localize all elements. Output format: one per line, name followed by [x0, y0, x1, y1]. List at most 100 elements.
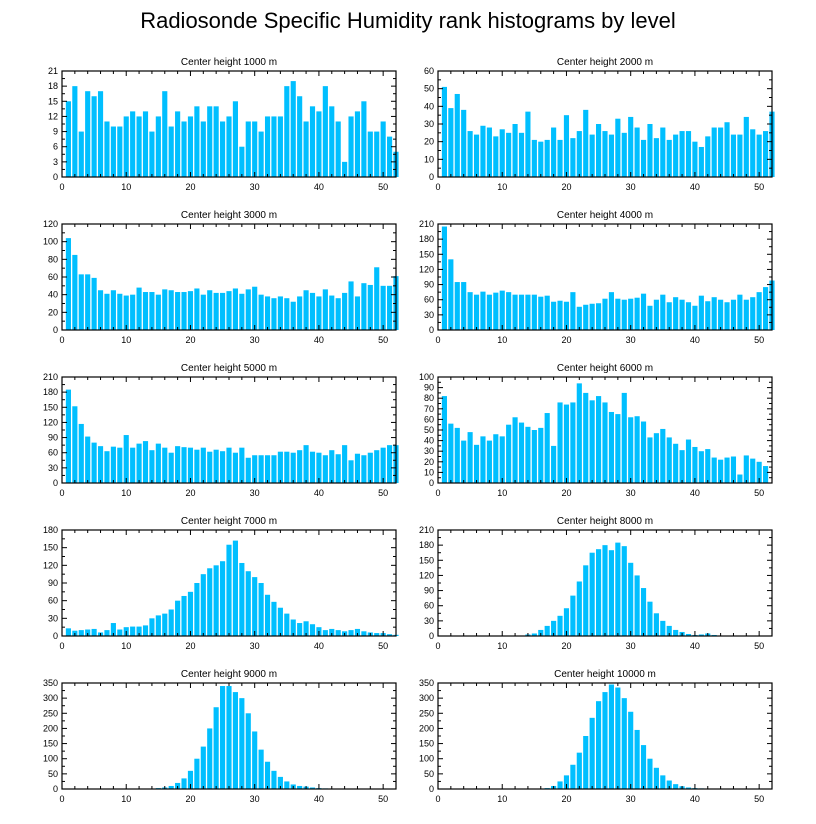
panel-7-bar-32: [264, 594, 271, 636]
panel-1-bar-51: [387, 136, 393, 177]
panel-8-bar-33: [647, 601, 653, 636]
panel-9-xtick-label: 0: [59, 794, 64, 804]
panel-9-bar-24: [213, 707, 219, 789]
panel-8-ytick-label: 60: [424, 601, 434, 611]
panel-5-bar-23: [207, 451, 213, 483]
panel-7-bar-4: [85, 629, 91, 636]
panel-7-bar-30: [252, 577, 258, 636]
panel-6-bar-43: [711, 457, 717, 483]
panel-6-bar-9: [493, 434, 499, 483]
panel-7-bar-3: [78, 630, 84, 636]
panel-1-ytick-label: 9: [53, 127, 58, 137]
panel-4-bar-5: [467, 292, 473, 330]
panel-4-bar-19: [557, 300, 563, 330]
panel-5-bar-14: [149, 450, 155, 483]
panel-8-ytick-label: 90: [424, 586, 434, 596]
panel-6-ytick-label: 60: [424, 414, 434, 424]
panel-10-ytick-label: 0: [429, 784, 434, 794]
panel-1-ytick-label: 0: [53, 172, 58, 182]
panel-4-bar-10: [499, 290, 505, 330]
panel-5-bar-45: [348, 460, 354, 483]
panel-6-bar-51: [763, 466, 769, 483]
panel-5-bar-48: [367, 452, 373, 483]
panel-7-bar-33: [271, 601, 277, 636]
panel-3-bar-14: [149, 292, 155, 330]
panel-1-ytick-label: 3: [53, 157, 58, 167]
panel-3-ytick-label: 20: [48, 307, 58, 317]
panel-2-bar-41: [698, 146, 704, 177]
panel-2-ytick-label: 30: [424, 119, 434, 129]
panel-3-bar-11: [130, 294, 136, 330]
panel-4-bar-36: [666, 302, 672, 330]
panel-8-bar-20: [563, 608, 570, 636]
panel-5-bar-38: [303, 445, 309, 483]
panel-8-bar-19: [557, 615, 563, 636]
panel-1-bar-47: [361, 101, 367, 177]
panel-3-bar-6: [97, 290, 104, 330]
panel-1-bar-41: [322, 86, 328, 177]
panel-4-bar-23: [583, 304, 589, 330]
panel-1-xtick-label: 10: [121, 182, 131, 192]
panel-1-bar-17: [168, 126, 174, 177]
panel-6-bar-42: [705, 449, 711, 483]
panel-10-xtick-label: 50: [754, 794, 764, 804]
panel-2-bar-40: [692, 141, 698, 177]
panel-6-xtick-label: 20: [561, 488, 571, 498]
panel-6-bar-5: [467, 432, 473, 483]
panel-3-bar-50: [380, 285, 386, 330]
panel-9-ytick-label: 50: [48, 769, 58, 779]
panel-4-bar-43: [711, 297, 717, 330]
panel-5-ytick-label: 60: [48, 448, 58, 458]
panel-2-bar-35: [660, 127, 666, 177]
panel-4-xtick-label: 10: [497, 335, 507, 345]
panel-8-bar-31: [634, 575, 640, 636]
panel-7-bar-12: [136, 626, 142, 636]
panel-3-xtick-label: 40: [314, 335, 324, 345]
panel-1-bar-37: [297, 96, 303, 177]
panel-6-bar-26: [602, 402, 608, 483]
panel-1-bar-6: [97, 91, 104, 177]
panel-3-bar-27: [232, 288, 238, 330]
panel-4-ytick-label: 60: [424, 295, 434, 305]
panel-8-bar-22: [576, 581, 582, 636]
panel-10-ytick-label: 250: [419, 708, 434, 718]
panel-5-bar-30: [252, 455, 258, 483]
panel-4-bar-20: [563, 301, 570, 330]
panel-3-ytick-label: 120: [43, 219, 58, 229]
panel-8-bar-37: [673, 629, 679, 636]
panel-2-bar-30: [628, 116, 634, 177]
panel-4-bar-28: [615, 298, 621, 330]
panel-5-bar-17: [168, 452, 174, 483]
panel-8-bar-18: [551, 620, 557, 636]
panel-5-ytick-label: 150: [43, 402, 58, 412]
panel-5-bar-18: [175, 446, 181, 483]
panel-7-bar-37: [297, 623, 303, 636]
panel-6-bar-16: [538, 427, 544, 483]
panel-1-bar-42: [329, 106, 335, 177]
panel-9-bar-39: [309, 787, 316, 789]
panel-6-bar-41: [698, 451, 704, 483]
panel-8-bar-17: [544, 625, 550, 636]
panel-6-xtick-label: 40: [690, 488, 700, 498]
panel-3-xtick-label: 10: [121, 335, 131, 345]
panel-6-bar-7: [480, 436, 486, 483]
panel-5-bar-46: [354, 453, 361, 483]
panel-2-bar-38: [679, 131, 685, 177]
panel-4-bar-16: [538, 296, 544, 330]
panel-7-bar-28: [239, 562, 245, 636]
panel-1-ytick-label: 18: [48, 81, 58, 91]
panel-4-bar-3: [454, 282, 460, 330]
panel-6-ytick-label: 80: [424, 393, 434, 403]
panel-5-bar-32: [264, 455, 271, 483]
panel-2-ytick-label: 0: [429, 172, 434, 182]
panel-8-bar-32: [640, 588, 647, 636]
panel-8-bar-15: [531, 633, 537, 636]
panel-3-bar-38: [303, 290, 309, 330]
panel-9-ytick-label: 250: [43, 708, 58, 718]
panel-10-bar-20: [563, 775, 570, 789]
panel-9-bar-37: [297, 785, 303, 789]
panel-4-xtick-label: 40: [690, 335, 700, 345]
panel-3-bar-7: [104, 293, 110, 330]
panel-2-bar-42: [705, 136, 711, 177]
panel-5-bar-33: [271, 455, 277, 483]
